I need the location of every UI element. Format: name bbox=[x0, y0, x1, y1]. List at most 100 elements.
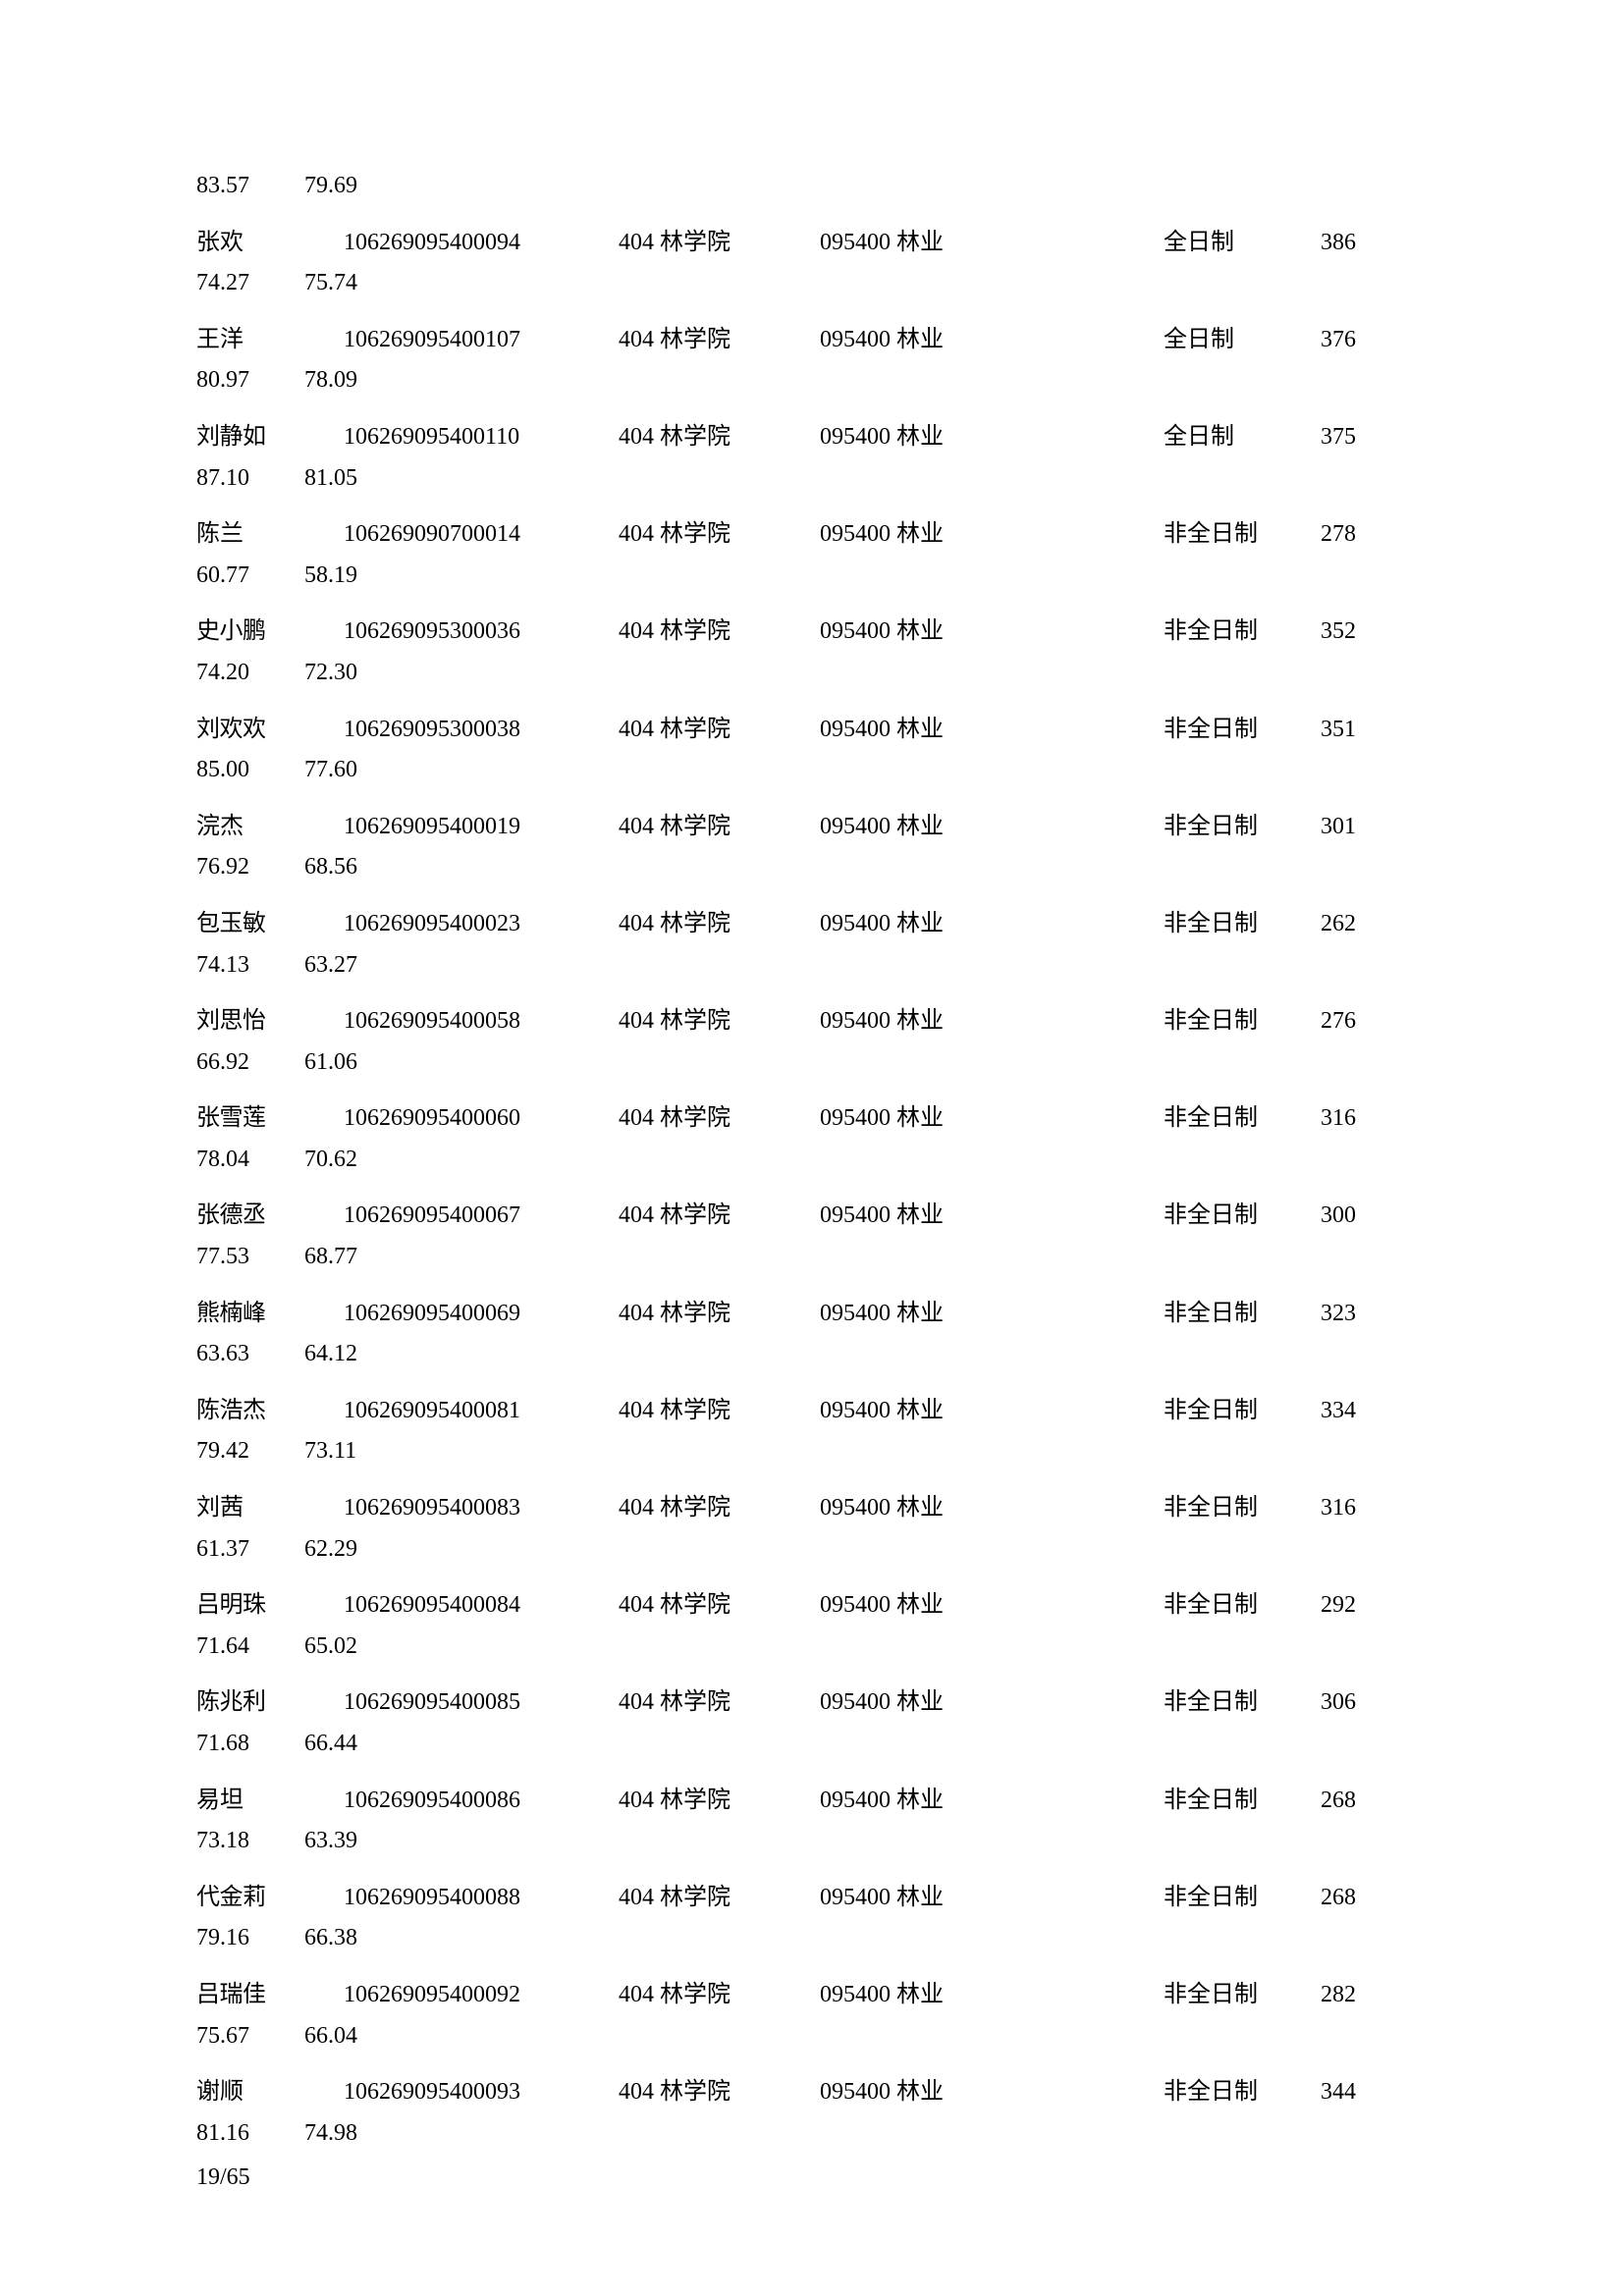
major: 095400 林业 bbox=[820, 1683, 1164, 1723]
records-list: 张欢106269095400094404 林学院095400 林业全日制3867… bbox=[196, 224, 1428, 2154]
record-row: 浣杰106269095400019404 林学院095400 林业非全日制301 bbox=[196, 808, 1428, 847]
record-row: 王洋106269095400107404 林学院095400 林业全日制376 bbox=[196, 321, 1428, 360]
student-name: 刘欢欢 bbox=[196, 711, 344, 750]
department: 404 林学院 bbox=[619, 613, 820, 652]
score-value: 83.57 bbox=[196, 167, 304, 206]
study-mode: 非全日制 bbox=[1164, 1683, 1321, 1723]
student-name: 王洋 bbox=[196, 321, 344, 360]
student-id: 106269095400067 bbox=[344, 1197, 619, 1236]
score-pair-row: 81.1674.98 bbox=[196, 2114, 1428, 2154]
student-name: 刘思怡 bbox=[196, 1002, 344, 1041]
score-pair-row: 78.0470.62 bbox=[196, 1141, 1428, 1180]
student-id: 106269095400093 bbox=[344, 2073, 619, 2112]
total-score: 351 bbox=[1321, 711, 1399, 750]
score-value: 79.42 bbox=[196, 1432, 304, 1471]
record-row: 张雪莲106269095400060404 林学院095400 林业非全日制31… bbox=[196, 1099, 1428, 1139]
total-score: 276 bbox=[1321, 1002, 1399, 1041]
score-value: 75.74 bbox=[304, 264, 357, 303]
total-score: 300 bbox=[1321, 1197, 1399, 1236]
total-score: 375 bbox=[1321, 418, 1399, 457]
department: 404 林学院 bbox=[619, 2073, 820, 2112]
total-score: 376 bbox=[1321, 321, 1399, 360]
major: 095400 林业 bbox=[820, 1099, 1164, 1139]
record-row: 易坦106269095400086404 林学院095400 林业非全日制268 bbox=[196, 1782, 1428, 1821]
score-pair-row: 85.0077.60 bbox=[196, 751, 1428, 790]
record-row: 史小鹏106269095300036404 林学院095400 林业非全日制35… bbox=[196, 613, 1428, 652]
score-value: 80.97 bbox=[196, 361, 304, 400]
study-mode: 非全日制 bbox=[1164, 1392, 1321, 1431]
study-mode: 全日制 bbox=[1164, 418, 1321, 457]
department: 404 林学院 bbox=[619, 224, 820, 263]
record-row: 陈兆利106269095400085404 林学院095400 林业非全日制30… bbox=[196, 1683, 1428, 1723]
total-score: 268 bbox=[1321, 1879, 1399, 1918]
record-row: 代金莉106269095400088404 林学院095400 林业非全日制26… bbox=[196, 1879, 1428, 1918]
department: 404 林学院 bbox=[619, 321, 820, 360]
score-value: 61.06 bbox=[304, 1043, 357, 1083]
record-row: 吕明珠106269095400084404 林学院095400 林业非全日制29… bbox=[196, 1586, 1428, 1626]
score-value: 74.27 bbox=[196, 264, 304, 303]
major: 095400 林业 bbox=[820, 321, 1164, 360]
major: 095400 林业 bbox=[820, 905, 1164, 944]
record-row: 陈浩杰106269095400081404 林学院095400 林业非全日制33… bbox=[196, 1392, 1428, 1431]
total-score: 301 bbox=[1321, 808, 1399, 847]
study-mode: 非全日制 bbox=[1164, 1586, 1321, 1626]
score-value: 66.04 bbox=[304, 2017, 357, 2056]
score-pair-row: 79.1666.38 bbox=[196, 1919, 1428, 1958]
record-row: 张德丞106269095400067404 林学院095400 林业非全日制30… bbox=[196, 1197, 1428, 1236]
total-score: 306 bbox=[1321, 1683, 1399, 1723]
record-row: 陈兰106269090700014404 林学院095400 林业非全日制278 bbox=[196, 515, 1428, 555]
student-name: 易坦 bbox=[196, 1782, 344, 1821]
total-score: 352 bbox=[1321, 613, 1399, 652]
major: 095400 林业 bbox=[820, 1002, 1164, 1041]
student-id: 106269095400083 bbox=[344, 1489, 619, 1528]
major: 095400 林业 bbox=[820, 711, 1164, 750]
record-row: 包玉敏106269095400023404 林学院095400 林业非全日制26… bbox=[196, 905, 1428, 944]
score-pair-row: 63.6364.12 bbox=[196, 1335, 1428, 1374]
score-value: 78.04 bbox=[196, 1141, 304, 1180]
score-value: 64.12 bbox=[304, 1335, 357, 1374]
score-value: 63.63 bbox=[196, 1335, 304, 1374]
score-pair-row: 79.4273.11 bbox=[196, 1432, 1428, 1471]
score-value: 74.20 bbox=[196, 654, 304, 693]
score-value: 66.92 bbox=[196, 1043, 304, 1083]
score-value: 63.39 bbox=[304, 1822, 357, 1861]
student-name: 熊楠峰 bbox=[196, 1295, 344, 1334]
score-value: 79.16 bbox=[196, 1919, 304, 1958]
student-id: 106269095400088 bbox=[344, 1879, 619, 1918]
student-name: 刘静如 bbox=[196, 418, 344, 457]
total-score: 268 bbox=[1321, 1782, 1399, 1821]
student-name: 谢顺 bbox=[196, 2073, 344, 2112]
total-score: 316 bbox=[1321, 1099, 1399, 1139]
student-id: 106269095400023 bbox=[344, 905, 619, 944]
student-id: 106269095400094 bbox=[344, 224, 619, 263]
study-mode: 非全日制 bbox=[1164, 515, 1321, 555]
major: 095400 林业 bbox=[820, 1879, 1164, 1918]
student-id: 106269090700014 bbox=[344, 515, 619, 555]
study-mode: 全日制 bbox=[1164, 321, 1321, 360]
major: 095400 林业 bbox=[820, 808, 1164, 847]
study-mode: 非全日制 bbox=[1164, 711, 1321, 750]
study-mode: 非全日制 bbox=[1164, 808, 1321, 847]
score-value: 85.00 bbox=[196, 751, 304, 790]
score-value: 74.98 bbox=[304, 2114, 357, 2154]
department: 404 林学院 bbox=[619, 418, 820, 457]
score-pair-row: 60.7758.19 bbox=[196, 557, 1428, 596]
study-mode: 非全日制 bbox=[1164, 1295, 1321, 1334]
score-pair-row: 74.2072.30 bbox=[196, 654, 1428, 693]
total-score: 386 bbox=[1321, 224, 1399, 263]
total-score: 262 bbox=[1321, 905, 1399, 944]
student-name: 张欢 bbox=[196, 224, 344, 263]
student-id: 106269095400085 bbox=[344, 1683, 619, 1723]
department: 404 林学院 bbox=[619, 1392, 820, 1431]
score-pair-row: 66.9261.06 bbox=[196, 1043, 1428, 1083]
study-mode: 非全日制 bbox=[1164, 613, 1321, 652]
total-score: 292 bbox=[1321, 1586, 1399, 1626]
score-value: 70.62 bbox=[304, 1141, 357, 1180]
score-pair-row: 87.1081.05 bbox=[196, 459, 1428, 499]
student-id: 106269095400019 bbox=[344, 808, 619, 847]
score-pair-row: 76.9268.56 bbox=[196, 848, 1428, 887]
score-value: 75.67 bbox=[196, 2017, 304, 2056]
department: 404 林学院 bbox=[619, 905, 820, 944]
major: 095400 林业 bbox=[820, 1489, 1164, 1528]
score-pair-row: 83.57 79.69 bbox=[196, 167, 1428, 206]
